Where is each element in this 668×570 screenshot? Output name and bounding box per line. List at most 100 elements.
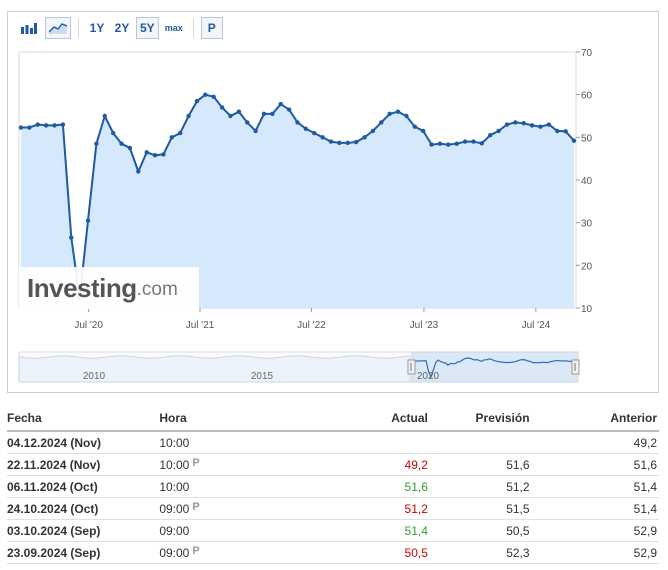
cell-anterior: 52,9: [529, 519, 659, 542]
data-point: [278, 101, 283, 107]
area-chart-icon[interactable]: [45, 17, 71, 39]
events-table: Fecha Hora Actual Previsión Anterior 04.…: [7, 406, 659, 564]
data-point: [387, 111, 392, 117]
data-point: [488, 133, 493, 138]
data-point: [35, 122, 40, 127]
data-point: [69, 235, 74, 240]
data-point: [320, 135, 325, 140]
cell-anterior: 52,9: [529, 541, 659, 564]
data-point: [462, 139, 468, 144]
cell-prevision: 52,3: [429, 541, 530, 564]
navigator-year-label: 2010: [83, 371, 106, 382]
table-row: 23.09.2024 (Sep) 09:00 P 50,5 52,3 52,9: [7, 541, 659, 564]
navigator-series-line: [414, 357, 575, 379]
cell-actual: 51,4: [288, 519, 430, 542]
cell-actual: 50,5: [288, 541, 430, 564]
data-point: [513, 120, 518, 125]
cell-anterior: 51,6: [529, 453, 659, 476]
data-point: [370, 128, 376, 134]
table-row: 03.10.2024 (Sep) 09:00 51,4 50,5 52,9: [7, 519, 659, 542]
data-point: [161, 152, 166, 157]
data-point: [521, 121, 526, 126]
preliminary-badge: P: [192, 500, 200, 513]
cell-fecha: 06.11.2024 (Oct): [7, 475, 160, 498]
navigator-history-area: [18, 355, 411, 383]
data-point: [437, 141, 443, 146]
data-point: [194, 98, 200, 104]
y-tick-label: 60: [581, 91, 593, 102]
range-5y-button[interactable]: 5Y: [136, 17, 159, 39]
data-point: [119, 141, 124, 146]
table-row: 22.11.2024 (Nov) 10:00 P 49,2 51,6 51,6: [7, 453, 659, 476]
navigator-year-label: 2015: [251, 371, 274, 382]
cell-hora: 10:00: [159, 475, 289, 498]
cell-actual: 49,2: [288, 453, 430, 476]
p-button[interactable]: P: [200, 17, 223, 39]
cell-fecha: 24.10.2024 (Oct): [7, 497, 160, 520]
data-point: [420, 128, 426, 134]
cell-hora-text: 09:00: [159, 501, 190, 516]
data-point: [529, 123, 535, 128]
data-point: [337, 140, 342, 146]
y-tick-label: 70: [581, 48, 593, 59]
x-tick-label: Jul '21: [186, 320, 215, 331]
data-point: [245, 120, 250, 125]
data-point: [312, 130, 317, 136]
cell-anterior: 51,4: [529, 475, 659, 498]
y-tick-label: 30: [581, 219, 593, 230]
data-point: [228, 113, 233, 119]
data-point: [412, 124, 418, 129]
x-tick-label: Jul '24: [522, 320, 551, 331]
header-fecha: Fecha: [7, 406, 160, 432]
data-point: [102, 113, 107, 119]
cell-hora: 09:00 P: [159, 541, 289, 564]
data-point: [136, 169, 141, 174]
data-point: [353, 139, 359, 145]
x-tick-label: Jul '20: [74, 320, 103, 331]
table-row: 04.12.2024 (Nov) 10:00 49,2: [7, 431, 659, 454]
bar-chart-icon[interactable]: [16, 17, 42, 39]
cell-fecha: 23.09.2024 (Sep): [7, 541, 160, 564]
data-point: [295, 120, 300, 125]
data-point: [43, 123, 49, 128]
x-tick-label: Jul '23: [410, 320, 439, 331]
range-2y-button[interactable]: 2Y: [114, 21, 130, 35]
data-point: [362, 135, 367, 140]
y-tick-label: 50: [581, 133, 593, 144]
data-point: [546, 122, 552, 127]
cell-hora-text: 09:00: [159, 523, 190, 538]
data-point: [27, 125, 32, 130]
cell-actual: 51,6: [288, 475, 430, 498]
cell-hora-text: 10:00: [159, 457, 190, 472]
investing-logo: Investing .com: [19, 267, 199, 309]
data-point: [94, 141, 99, 146]
cell-hora: 10:00: [159, 431, 289, 454]
data-point: [504, 122, 510, 127]
range-1y-button[interactable]: 1Y: [89, 21, 105, 35]
cell-prevision: 51,2: [429, 475, 530, 498]
data-point: [328, 139, 334, 144]
data-point: [144, 150, 149, 155]
data-point: [379, 120, 384, 125]
y-tick-label: 10: [581, 304, 593, 315]
data-point: [345, 140, 350, 146]
data-point: [110, 130, 116, 136]
range-max-button[interactable]: max: [164, 23, 183, 33]
cell-prevision: 51,6: [429, 453, 530, 476]
data-point: [169, 135, 175, 140]
cell-fecha: 22.11.2024 (Nov): [7, 453, 160, 476]
table-header-row: Fecha Hora Actual Previsión Anterior: [7, 406, 659, 432]
data-point: [479, 141, 485, 146]
data-point: [303, 126, 309, 131]
data-point: [219, 105, 225, 110]
data-point: [152, 153, 158, 158]
cell-fecha: 03.10.2024 (Sep): [7, 519, 160, 542]
data-point: [177, 130, 183, 136]
cell-hora-text: 09:00: [159, 545, 190, 560]
cell-prevision: 50,5: [429, 519, 530, 542]
toolbar-divider: [78, 18, 79, 38]
data-point: [261, 111, 267, 117]
data-point: [127, 145, 133, 151]
table-row: 24.10.2024 (Oct) 09:00 P 51,2 51,5 51,4: [7, 497, 659, 520]
